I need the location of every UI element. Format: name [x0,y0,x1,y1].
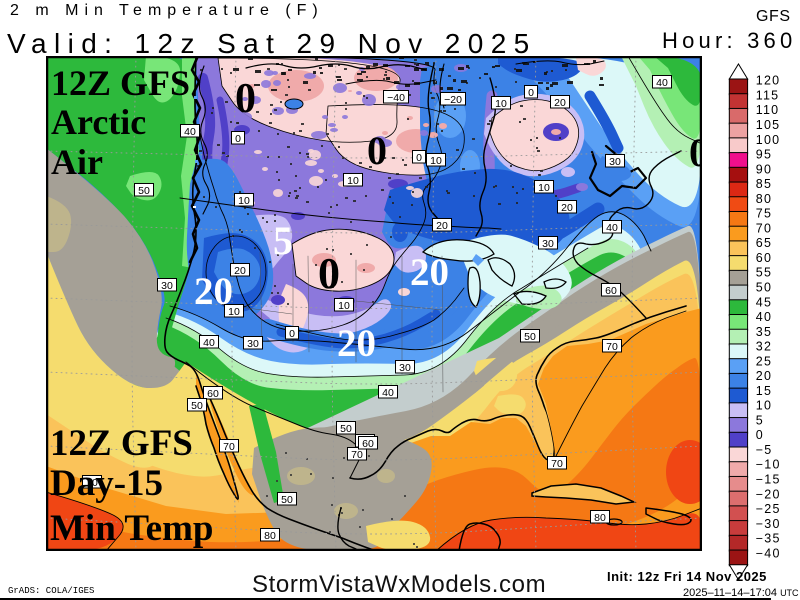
svg-text:12Z GFS: 12Z GFS [50,423,193,464]
svg-text:15: 15 [756,384,772,398]
svg-text:10: 10 [430,155,442,167]
svg-text:30: 30 [161,280,173,292]
svg-text:120: 120 [756,74,780,88]
svg-text:65: 65 [756,236,772,250]
svg-text:−40: −40 [387,92,405,104]
svg-text:−25: −25 [756,502,781,516]
svg-text:0: 0 [289,328,295,340]
svg-text:30: 30 [399,362,411,374]
svg-text:−15: −15 [756,472,781,486]
svg-text:60: 60 [362,438,374,450]
svg-text:−35: −35 [756,532,781,546]
svg-text:25: 25 [756,354,772,368]
svg-text:40: 40 [203,337,215,349]
svg-text:110: 110 [756,103,780,117]
svg-text:40: 40 [382,387,394,399]
svg-text:32: 32 [756,340,772,354]
svg-text:115: 115 [756,88,780,102]
svg-text:20: 20 [756,369,772,383]
svg-text:20: 20 [561,202,573,214]
svg-text:70: 70 [86,477,98,489]
svg-text:0: 0 [528,87,534,99]
svg-text:10: 10 [338,300,350,312]
svg-text:95: 95 [756,148,772,162]
svg-text:60: 60 [756,251,772,265]
svg-text:0: 0 [756,428,764,442]
svg-text:10: 10 [228,306,240,318]
svg-text:−30: −30 [756,517,781,531]
svg-text:Min Temp: Min Temp [50,508,213,549]
svg-text:100: 100 [756,133,780,147]
svg-text:−40: −40 [756,546,781,560]
svg-text:0: 0 [416,152,422,164]
svg-text:85: 85 [756,177,772,191]
svg-text:35: 35 [756,325,772,339]
svg-text:30: 30 [609,156,621,168]
svg-text:20: 20 [410,251,449,294]
svg-text:105: 105 [756,118,780,132]
svg-text:40: 40 [606,222,618,234]
svg-text:10: 10 [538,182,550,194]
svg-text:10: 10 [347,175,359,187]
svg-text:0: 0 [318,249,340,298]
svg-text:50: 50 [756,280,772,294]
svg-text:10: 10 [238,195,250,207]
svg-text:Air: Air [51,142,103,182]
svg-text:−20: −20 [444,94,462,106]
svg-text:50: 50 [138,185,150,197]
svg-text:−20: −20 [756,487,781,501]
svg-text:40: 40 [656,77,668,89]
svg-text:75: 75 [756,207,772,221]
svg-text:5: 5 [273,218,293,263]
svg-text:50: 50 [191,400,203,412]
svg-text:55: 55 [756,266,772,280]
svg-text:0: 0 [235,76,256,122]
svg-text:40: 40 [184,126,196,138]
svg-text:60: 60 [605,285,617,297]
svg-text:50: 50 [340,423,352,435]
svg-text:70: 70 [223,441,235,453]
svg-text:70: 70 [606,341,618,353]
svg-text:0: 0 [367,128,387,173]
svg-text:60: 60 [207,388,219,400]
svg-text:70: 70 [351,449,363,461]
svg-text:Day-15: Day-15 [50,463,163,504]
svg-text:5: 5 [756,413,764,427]
svg-text:50: 50 [281,494,293,506]
svg-text:0: 0 [235,133,241,145]
svg-text:30: 30 [542,238,554,250]
svg-text:45: 45 [756,295,772,309]
svg-text:30: 30 [247,338,259,350]
svg-text:10: 10 [756,399,772,413]
svg-text:20: 20 [554,97,566,109]
svg-text:70: 70 [551,458,563,470]
svg-text:40: 40 [756,310,772,324]
svg-text:80: 80 [756,192,772,206]
svg-text:Arctic: Arctic [51,102,146,142]
svg-text:12Z GFS: 12Z GFS [51,63,190,103]
svg-text:70: 70 [756,221,772,235]
svg-text:50: 50 [524,331,536,343]
svg-text:80: 80 [594,512,606,524]
svg-text:20: 20 [436,220,448,232]
svg-text:20: 20 [337,322,376,365]
svg-text:−10: −10 [756,458,781,472]
svg-text:−5: −5 [756,443,773,457]
svg-text:10: 10 [495,98,507,110]
svg-text:90: 90 [756,162,772,176]
svg-text:20: 20 [234,265,246,277]
svg-text:80: 80 [264,530,276,542]
